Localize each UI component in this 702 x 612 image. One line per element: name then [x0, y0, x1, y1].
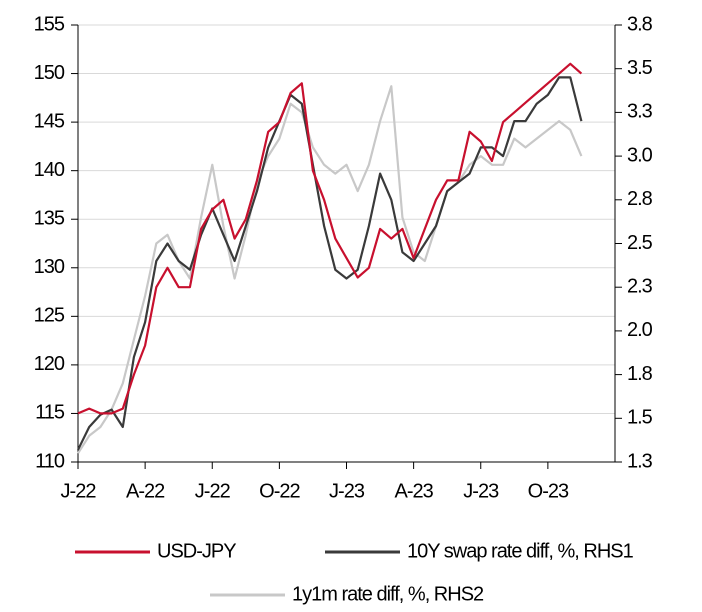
x-tick-label: J-23 — [463, 480, 499, 502]
y2-tick-label: 2.5 — [627, 232, 653, 254]
y2-tick-label: 3.8 — [627, 13, 653, 35]
y-tick-label: 125 — [34, 305, 65, 327]
y-tick-label: 135 — [34, 208, 65, 230]
y2-tick-label: 2.8 — [627, 188, 653, 210]
y-tick-label: 145 — [34, 110, 65, 132]
x-tick-label: A-22 — [126, 480, 165, 502]
y-tick-label: 140 — [34, 159, 65, 181]
y2-tick-label: 2.3 — [627, 275, 653, 297]
y2-tick-label: 3.5 — [627, 57, 653, 79]
y-tick-label: 150 — [34, 62, 65, 84]
x-tick-label: J-23 — [329, 480, 365, 502]
x-tick-label: O-23 — [528, 480, 569, 502]
y-tick-label: 155 — [34, 13, 65, 35]
legend-label: 10Y swap rate diff, %, RHS1 — [407, 540, 634, 562]
x-tick-label: J-22 — [61, 480, 97, 502]
y2-tick-label: 3.0 — [627, 144, 653, 166]
x-tick-label: O-22 — [259, 480, 300, 502]
y2-tick-label: 3.3 — [627, 101, 653, 123]
x-tick-label: J-22 — [195, 480, 231, 502]
y-tick-label: 130 — [34, 256, 65, 278]
y2-tick-label: 1.5 — [627, 407, 653, 429]
legend-label: USD-JPY — [157, 540, 236, 562]
series-line — [77, 62, 583, 415]
series-line — [77, 76, 583, 451]
series-line — [77, 85, 583, 454]
x-tick-label: A-23 — [395, 480, 434, 502]
y-tick-label: 120 — [34, 353, 65, 375]
y2-tick-label: 2.0 — [627, 319, 653, 341]
y-tick-label: 115 — [35, 402, 65, 424]
legend-label: 1y1m rate diff, %, RHS2 — [292, 583, 484, 605]
y2-tick-label: 1.8 — [627, 363, 653, 385]
y-tick-label: 110 — [35, 450, 65, 472]
y2-tick-label: 1.3 — [627, 450, 653, 472]
